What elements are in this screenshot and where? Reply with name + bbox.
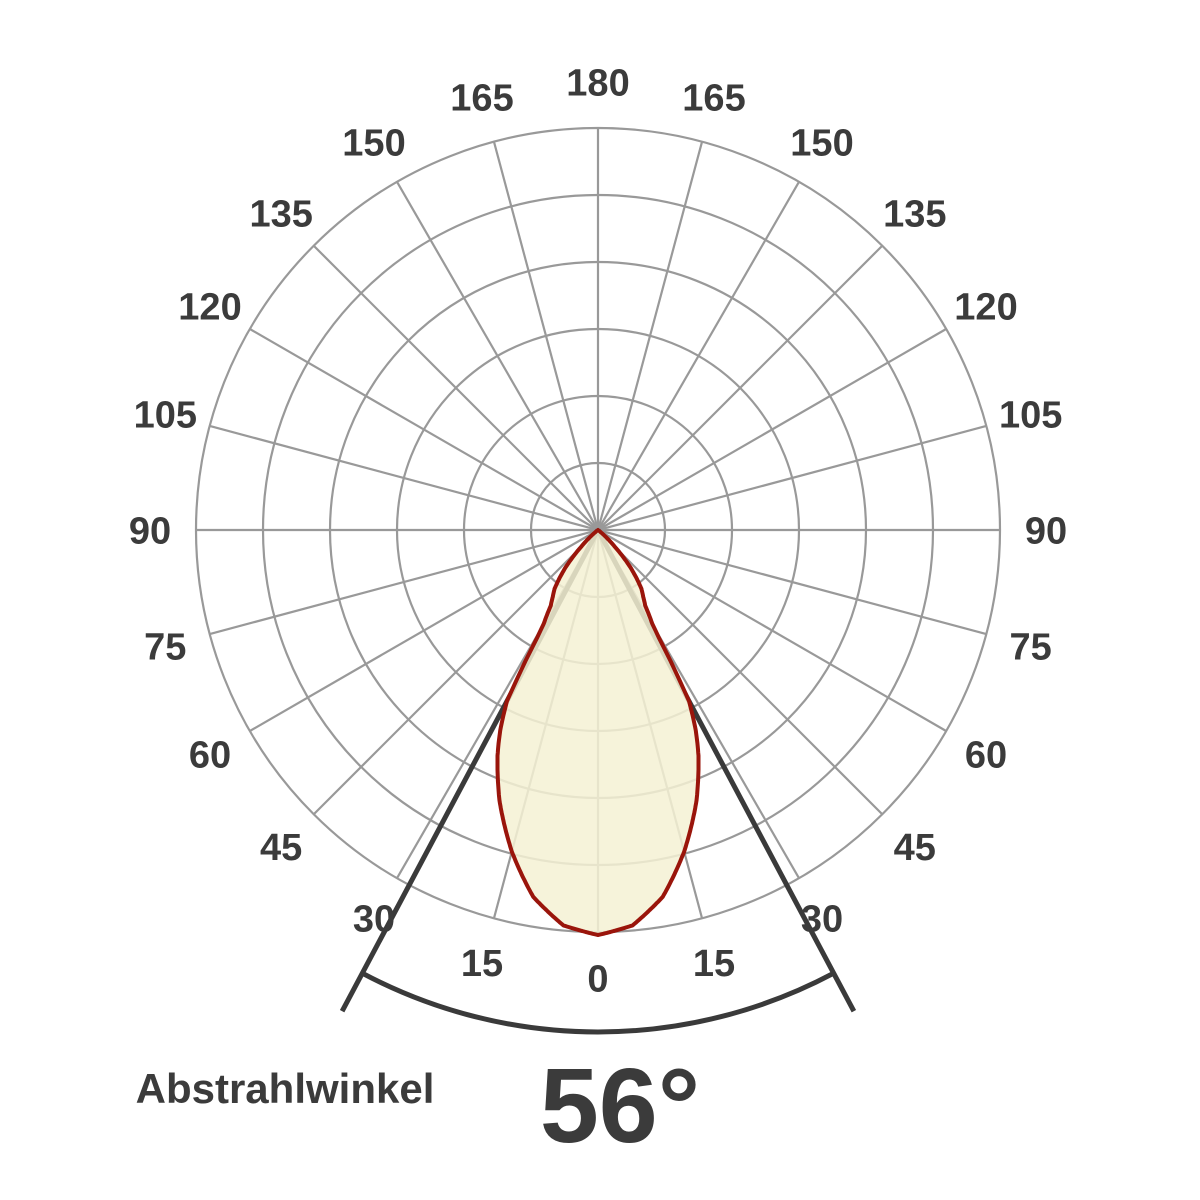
grid-spoke: [492, 141, 600, 531]
angle-tick-label: 165: [450, 78, 513, 120]
angle-tick-label: 15: [461, 943, 503, 985]
grid-spoke: [597, 529, 947, 732]
angle-tick-label: 120: [178, 286, 241, 328]
angle-tick-label: 120: [954, 286, 1017, 328]
angle-tick-label: 150: [342, 122, 405, 164]
angle-tick-label: 105: [134, 394, 197, 436]
angle-tick-label: 165: [682, 78, 745, 120]
angle-tick-label: 15: [693, 943, 735, 985]
angle-tick-label: 30: [353, 898, 395, 940]
grid-spoke: [249, 529, 599, 732]
angle-tick-label: 135: [249, 194, 312, 236]
angle-tick-label: 60: [965, 734, 1007, 776]
beam-angle-arc: [361, 970, 835, 1035]
grid-spoke: [396, 181, 599, 531]
angle-tick-label: 90: [1025, 510, 1067, 552]
angle-tick-label: 45: [894, 827, 936, 869]
angle-tick-labels: 0 15 15 30 30 45 45 60 60 75 75 90 90 105 105 120 120 135…: [129, 62, 1067, 1000]
grid-spoke: [597, 244, 884, 531]
angle-tick-label: 150: [790, 122, 853, 164]
angle-tick-label: 75: [1010, 626, 1052, 668]
angle-tick-label: 60: [189, 734, 231, 776]
beam-angle-caption-label: Abstrahlwinkel: [135, 1065, 435, 1112]
grid-spoke: [312, 244, 599, 531]
angle-tick-label: 45: [260, 827, 302, 869]
grid-spoke: [597, 181, 800, 531]
angle-tick-label: 135: [883, 194, 946, 236]
angle-tick-label: 105: [999, 394, 1062, 436]
angle-tick-label: 180: [566, 62, 629, 104]
angle-tick-label: 90: [129, 510, 171, 552]
grid-spoke: [597, 529, 884, 816]
grid-spoke: [597, 424, 987, 532]
grid-spoke: [249, 328, 599, 531]
grid-spoke: [312, 529, 599, 816]
beam-angle-caption-value: 56°: [539, 1047, 701, 1165]
grid-spoke: [597, 328, 947, 531]
angle-tick-label: 30: [801, 898, 843, 940]
grid-spoke: [597, 528, 987, 636]
angle-tick-label: 75: [144, 626, 186, 668]
grid-spoke: [596, 141, 704, 531]
angle-tick-label: 0: [587, 958, 608, 1000]
light-distribution-lobe: [495, 528, 701, 937]
grid-spoke: [209, 528, 599, 636]
grid-spoke: [209, 424, 599, 532]
